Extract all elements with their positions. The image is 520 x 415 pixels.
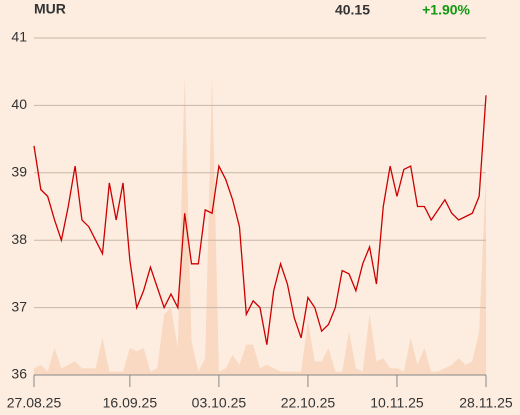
ticker: MUR bbox=[34, 1, 66, 17]
last-price: 40.15 bbox=[335, 2, 370, 18]
y-tick-label: 38 bbox=[11, 231, 27, 247]
change: +1.90% bbox=[422, 2, 470, 18]
x-tick-label: 22.10.25 bbox=[281, 395, 336, 411]
y-tick-label: 40 bbox=[11, 96, 27, 112]
x-tick-label: 10.11.25 bbox=[370, 395, 424, 411]
x-tick-label: 03.10.25 bbox=[192, 395, 247, 411]
x-tick-label: 28.11.25 bbox=[459, 395, 513, 411]
price-line bbox=[33, 95, 487, 345]
volume-area bbox=[34, 75, 486, 375]
y-tick-label: 37 bbox=[11, 298, 27, 314]
x-tick-label: 27.08.25 bbox=[7, 395, 62, 411]
y-tick-label: 36 bbox=[11, 366, 27, 382]
x-tick-label: 16.09.25 bbox=[103, 395, 158, 411]
y-tick-label: 39 bbox=[11, 164, 27, 180]
y-tick-label: 41 bbox=[11, 29, 27, 45]
